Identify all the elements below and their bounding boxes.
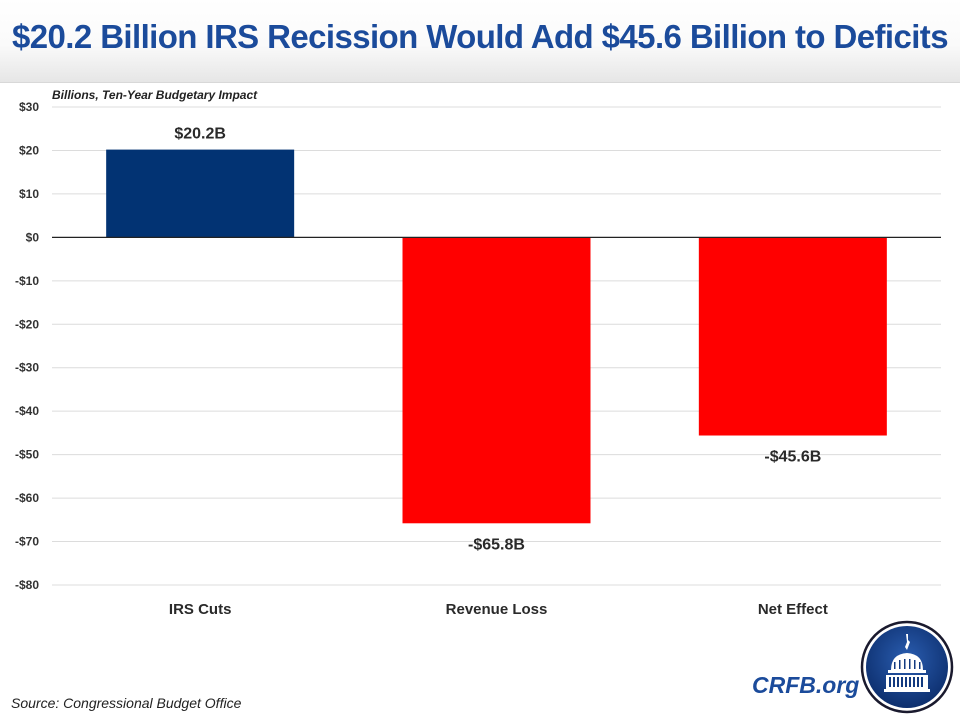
y-axis-ticks: $30 $20 $10 $0 -$10 -$20 -$30 -$40 -$50 -$60 -$70 -…: [15, 100, 39, 592]
y-tick-label: $20: [19, 143, 39, 157]
bar-net-effect: [698, 237, 887, 436]
y-tick-label: -$70: [15, 535, 39, 549]
data-labels: $20.2B -$65.8B -$45.6B: [174, 126, 821, 554]
y-tick-label: -$50: [15, 448, 39, 462]
bar-irs-cuts: [106, 149, 295, 238]
capitol-dome-logo-icon: [860, 620, 954, 714]
x-category-label: Net Effect: [758, 601, 828, 618]
y-tick-label: -$10: [15, 274, 39, 288]
y-tick-label: $0: [26, 230, 40, 244]
x-axis-categories: IRS Cuts Revenue Loss Net Effect: [169, 601, 828, 618]
y-tick-label: $10: [19, 187, 39, 201]
bar-revenue-loss: [402, 237, 591, 524]
chart-subtitle: Billions, Ten-Year Budgetary Impact: [52, 88, 258, 102]
y-tick-label: -$40: [15, 404, 39, 418]
brand-link[interactable]: CRFB.org: [752, 672, 860, 698]
bars: [106, 149, 887, 524]
x-category-label: Revenue Loss: [446, 601, 548, 618]
y-tick-label: $30: [19, 100, 39, 114]
y-tick-label: -$80: [15, 578, 39, 592]
source-note: Source: Congressional Budget Office: [11, 695, 242, 711]
y-tick-label: -$20: [15, 317, 39, 331]
data-label: $20.2B: [174, 126, 226, 143]
header-banner: $20.2 Billion IRS Recission Would Add $4…: [0, 0, 960, 83]
x-category-label: IRS Cuts: [169, 601, 232, 618]
chart-title: $20.2 Billion IRS Recission Would Add $4…: [12, 18, 949, 55]
data-label: -$45.6B: [764, 449, 821, 466]
y-tick-label: -$60: [15, 491, 39, 505]
y-tick-label: -$30: [15, 361, 39, 375]
data-label: -$65.8B: [468, 536, 525, 553]
